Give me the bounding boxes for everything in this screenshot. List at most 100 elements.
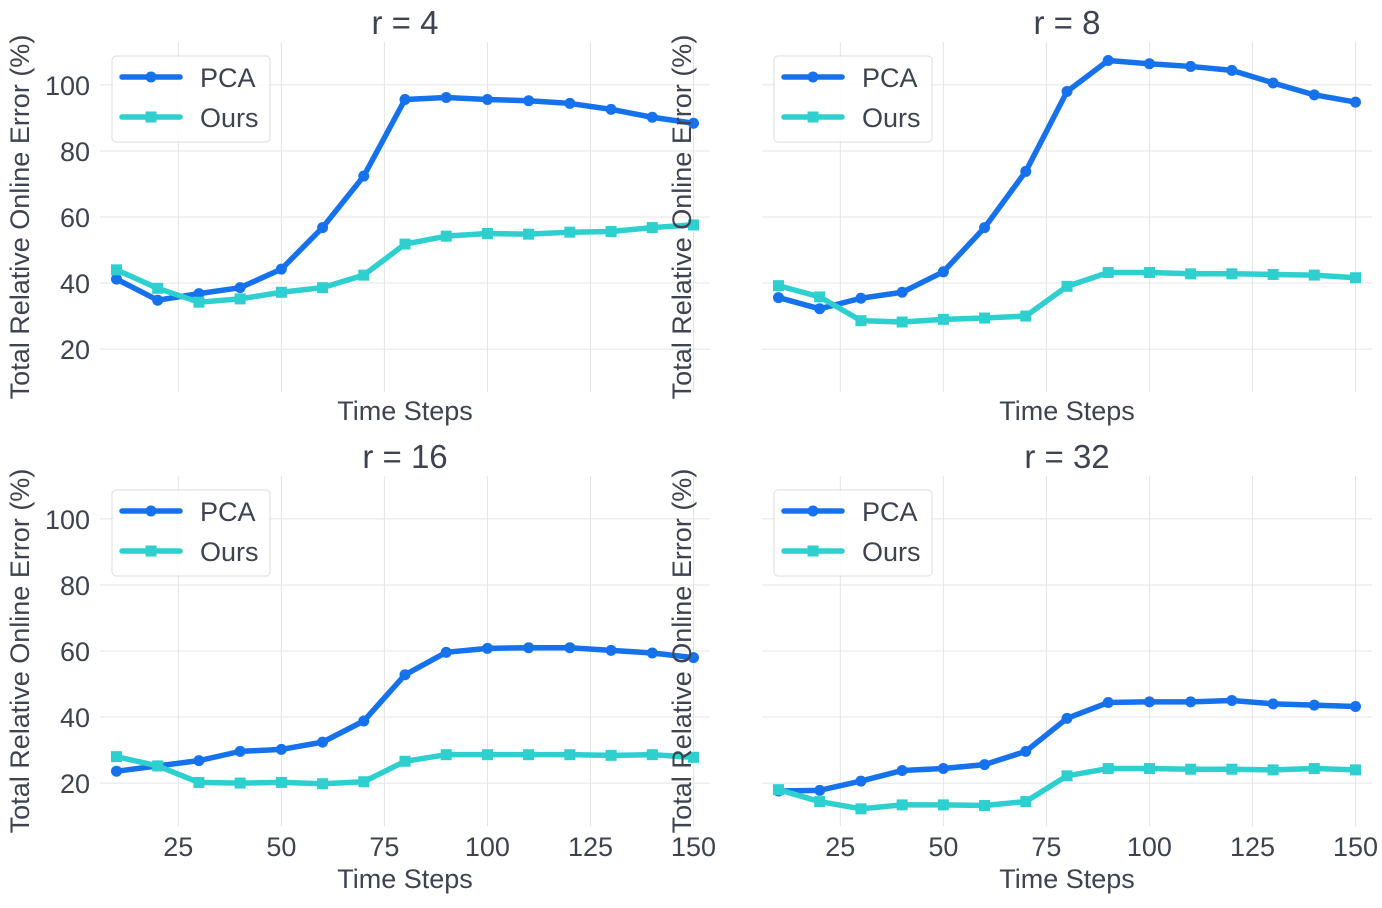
legend-marker-pca [145, 71, 157, 83]
x-tick-label: 125 [1230, 832, 1275, 862]
data-point-ours [937, 799, 949, 811]
data-point-pca [564, 97, 576, 109]
data-point-pca [1308, 699, 1320, 711]
data-point-ours [234, 777, 246, 789]
data-point-pca [937, 763, 949, 775]
data-point-pca [1061, 712, 1073, 724]
data-point-pca [646, 647, 658, 659]
data-point-pca [317, 736, 329, 748]
data-point-ours [564, 749, 576, 761]
data-point-pca [1267, 77, 1279, 89]
data-point-pca [481, 93, 493, 105]
y-tick-label: 60 [60, 203, 90, 233]
y-tick-label: 40 [60, 269, 90, 299]
data-point-ours [1308, 763, 1320, 775]
data-point-pca [399, 93, 411, 105]
x-tick-label: 50 [928, 832, 958, 862]
data-point-ours [688, 751, 700, 763]
x-tick-label: 75 [369, 832, 399, 862]
data-point-pca [855, 292, 867, 304]
data-point-ours [605, 226, 617, 238]
data-point-ours [896, 799, 908, 811]
data-point-ours [1185, 268, 1197, 280]
data-point-ours [772, 280, 784, 292]
legend-marker-pca [807, 505, 819, 517]
data-point-ours [523, 749, 535, 761]
y-tick-label: 40 [60, 703, 90, 733]
data-point-ours [855, 315, 867, 327]
legend-marker-pca [145, 505, 157, 517]
legend-label-pca: PCA [200, 63, 256, 93]
data-point-ours [688, 219, 700, 231]
data-point-ours [317, 282, 329, 294]
x-axis-label: Time Steps [999, 864, 1135, 894]
data-point-ours [1308, 269, 1320, 281]
y-tick-label: 100 [45, 71, 90, 101]
data-point-pca [1020, 745, 1032, 757]
data-point-pca [979, 759, 991, 771]
panel-title: r = 16 [362, 438, 447, 475]
data-point-ours [1226, 268, 1238, 280]
data-point-ours [1267, 764, 1279, 776]
panel-title: r = 32 [1024, 438, 1109, 475]
x-tick-label: 25 [163, 832, 193, 862]
data-point-ours [646, 749, 658, 761]
data-point-ours [1102, 763, 1114, 775]
legend: PCA Ours [111, 55, 271, 143]
data-point-pca [1226, 64, 1238, 76]
y-tick-label: 80 [60, 137, 90, 167]
y-tick-label: 100 [45, 505, 90, 535]
data-point-pca [814, 784, 826, 796]
data-point-pca [1185, 696, 1197, 708]
data-point-ours [605, 749, 617, 761]
data-point-ours [1061, 770, 1073, 782]
data-point-ours [481, 749, 493, 761]
data-point-pca [399, 669, 411, 681]
data-point-pca [275, 743, 287, 755]
chart-panel-2: r = 8 Time Steps Total Relative Online Err… [667, 4, 1372, 426]
x-tick-label: 150 [1333, 832, 1378, 862]
data-point-ours [855, 803, 867, 815]
data-point-pca [234, 282, 246, 294]
data-point-pca [275, 263, 287, 275]
data-point-pca [152, 294, 164, 306]
x-tick-label: 25 [825, 832, 855, 862]
data-point-pca [979, 222, 991, 234]
data-point-pca [1020, 165, 1032, 177]
chart-panel-4: 25 50 75 100 125 150 r = 32 Time Steps Total Rel… [667, 438, 1378, 894]
legend-label-pca: PCA [200, 497, 256, 527]
legend-label-ours: Ours [862, 537, 921, 567]
data-point-pca [523, 95, 535, 107]
data-point-pca [688, 117, 700, 129]
legend-marker-ours [807, 545, 819, 557]
data-point-pca [937, 266, 949, 278]
data-point-ours [193, 296, 205, 308]
data-point-ours [234, 293, 246, 305]
x-tick-label: 75 [1031, 832, 1061, 862]
data-point-pca [1102, 54, 1114, 66]
x-tick-label: 100 [1127, 832, 1172, 862]
data-point-ours [1061, 280, 1073, 292]
data-point-ours [317, 778, 329, 790]
y-tick-label: 80 [60, 571, 90, 601]
x-tick-label: 100 [465, 832, 510, 862]
data-point-pca [1350, 96, 1362, 108]
data-point-pca [896, 765, 908, 777]
data-point-pca [358, 170, 370, 182]
data-point-ours [152, 282, 164, 294]
data-point-ours [440, 749, 452, 761]
panel-title: r = 4 [372, 4, 439, 41]
data-point-ours [1020, 310, 1032, 322]
data-point-pca [523, 642, 535, 654]
legend: PCA Ours [773, 489, 933, 577]
data-point-ours [979, 312, 991, 324]
data-point-pca [896, 286, 908, 298]
legend: PCA Ours [111, 489, 271, 577]
data-point-pca [440, 91, 452, 103]
legend-label-ours: Ours [862, 103, 921, 133]
data-point-pca [110, 273, 122, 285]
data-point-pca [481, 642, 493, 654]
data-point-ours [896, 316, 908, 328]
